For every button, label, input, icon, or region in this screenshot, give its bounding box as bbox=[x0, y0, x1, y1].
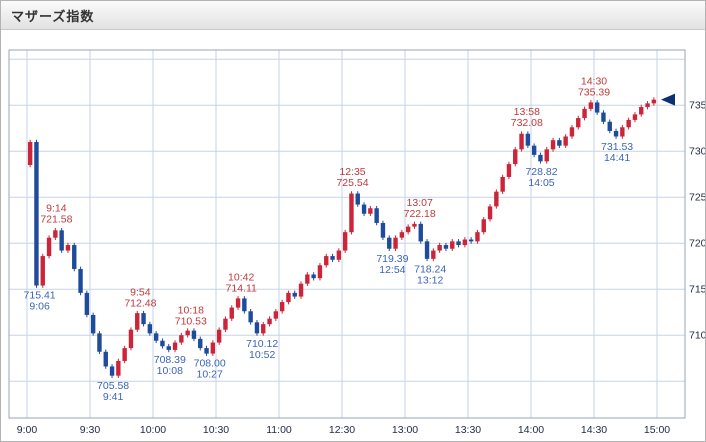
svg-text:13:12: 13:12 bbox=[417, 274, 443, 286]
svg-text:712.48: 712.48 bbox=[124, 297, 156, 309]
svg-text:710: 710 bbox=[689, 330, 705, 342]
svg-text:725: 725 bbox=[689, 192, 705, 204]
chart-header: マザーズ指数 bbox=[1, 1, 705, 30]
y-axis-labels: 735 730 725 720 715 710 bbox=[689, 100, 705, 342]
svg-text:730: 730 bbox=[689, 146, 705, 158]
svg-text:14:00: 14:00 bbox=[518, 424, 544, 436]
svg-text:720: 720 bbox=[689, 238, 705, 250]
svg-text:719.39: 719.39 bbox=[376, 253, 408, 265]
svg-text:710.53: 710.53 bbox=[175, 315, 207, 327]
svg-text:9:06: 9:06 bbox=[29, 300, 50, 312]
svg-text:732.08: 732.08 bbox=[511, 117, 543, 129]
svg-text:721.58: 721.58 bbox=[40, 214, 72, 226]
svg-text:710.12: 710.12 bbox=[246, 338, 278, 350]
svg-text:10:08: 10:08 bbox=[157, 365, 183, 377]
svg-text:722.18: 722.18 bbox=[404, 208, 436, 220]
svg-text:9:41: 9:41 bbox=[103, 391, 124, 403]
svg-text:10:18: 10:18 bbox=[178, 304, 204, 316]
svg-text:10:30: 10:30 bbox=[203, 424, 229, 436]
svg-text:9:54: 9:54 bbox=[130, 286, 151, 298]
svg-text:9:30: 9:30 bbox=[80, 424, 101, 436]
svg-text:705.58: 705.58 bbox=[97, 380, 129, 392]
chart-area: 9:14 721.58 9:54 712.48 10:18 710.53 10:42 714.… bbox=[1, 30, 705, 440]
svg-text:15:00: 15:00 bbox=[644, 424, 670, 436]
candles bbox=[27, 97, 657, 378]
svg-text:708.39: 708.39 bbox=[154, 354, 186, 366]
svg-text:13:30: 13:30 bbox=[455, 424, 481, 436]
plot-border bbox=[8, 49, 686, 419]
svg-text:13:07: 13:07 bbox=[407, 197, 433, 209]
svg-text:735.39: 735.39 bbox=[578, 87, 610, 99]
svg-text:10:42: 10:42 bbox=[228, 271, 254, 283]
svg-text:14:05: 14:05 bbox=[528, 177, 554, 189]
svg-text:731.53: 731.53 bbox=[601, 141, 633, 153]
svg-text:9:00: 9:00 bbox=[17, 424, 38, 436]
svg-text:10:52: 10:52 bbox=[249, 349, 275, 361]
gridlines bbox=[9, 50, 685, 418]
svg-text:708.00: 708.00 bbox=[194, 358, 226, 370]
svg-text:12:54: 12:54 bbox=[379, 264, 405, 276]
svg-text:14:30: 14:30 bbox=[581, 76, 607, 88]
svg-text:714.11: 714.11 bbox=[226, 282, 257, 294]
svg-text:715: 715 bbox=[689, 284, 705, 296]
svg-text:14:41: 14:41 bbox=[604, 152, 630, 164]
svg-text:12:35: 12:35 bbox=[339, 166, 365, 178]
svg-text:725.54: 725.54 bbox=[336, 177, 368, 189]
last-price-marker bbox=[661, 93, 675, 106]
svg-text:9:14: 9:14 bbox=[46, 203, 67, 215]
svg-text:11:00: 11:00 bbox=[266, 424, 292, 436]
svg-text:728.82: 728.82 bbox=[525, 166, 557, 178]
svg-text:13:58: 13:58 bbox=[514, 106, 540, 118]
svg-text:10:27: 10:27 bbox=[197, 369, 223, 381]
svg-text:715.41: 715.41 bbox=[24, 289, 56, 301]
svg-text:10:00: 10:00 bbox=[140, 424, 166, 436]
svg-text:735: 735 bbox=[689, 100, 705, 112]
svg-text:12:30: 12:30 bbox=[329, 424, 355, 436]
svg-text:13:00: 13:00 bbox=[392, 424, 418, 436]
page-title: マザーズ指数 bbox=[11, 8, 95, 24]
svg-text:14:30: 14:30 bbox=[581, 424, 607, 436]
x-axis-labels: 9:00 9:30 10:00 10:30 11:00 12:30 13:00 13:30 14… bbox=[17, 424, 671, 436]
svg-text:718.24: 718.24 bbox=[414, 263, 446, 275]
